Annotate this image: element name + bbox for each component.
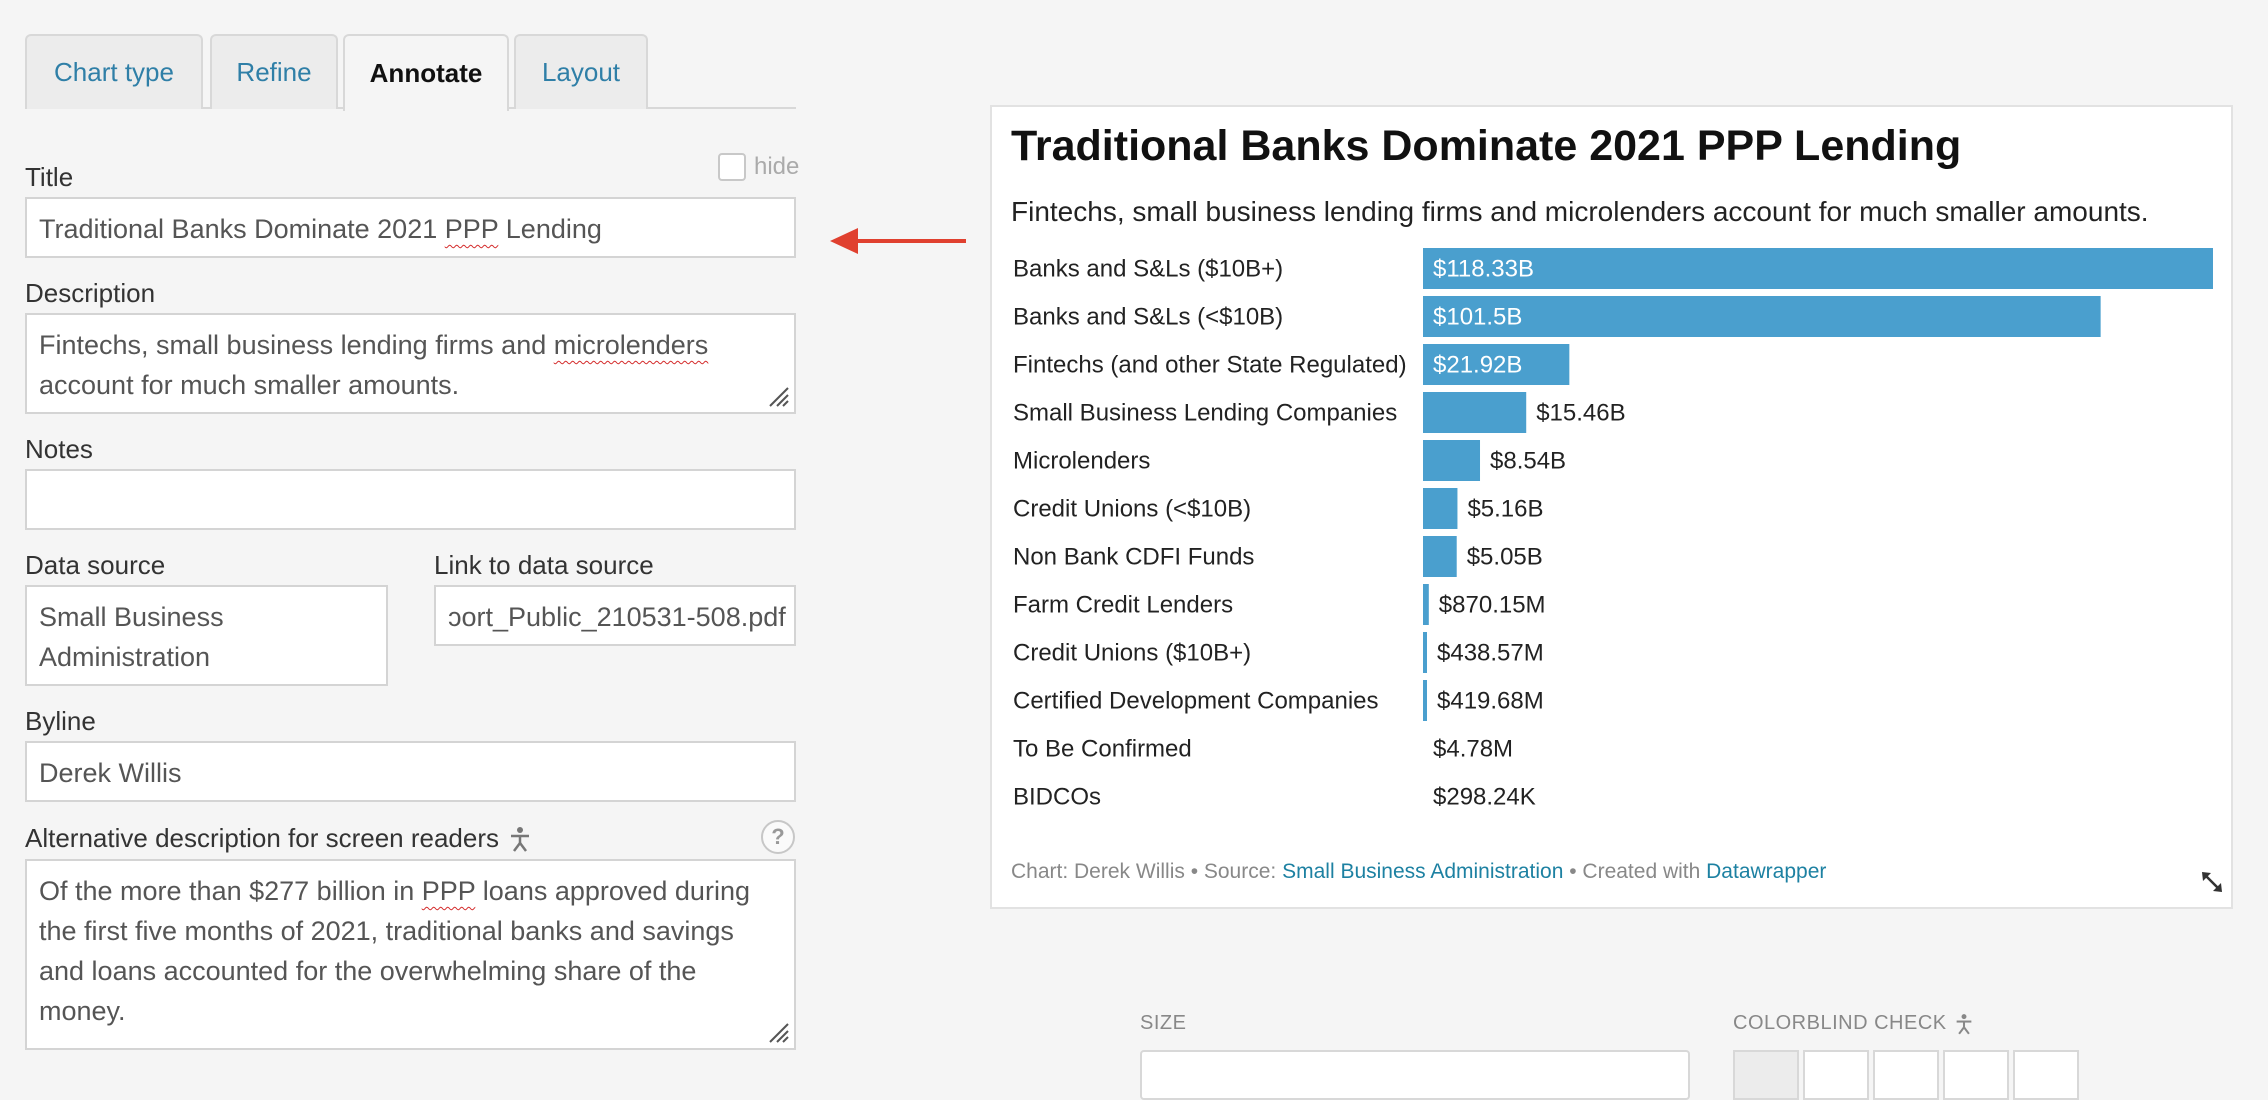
bar — [1423, 584, 1429, 625]
colorblind-tritanopia-button[interactable] — [1943, 1050, 2009, 1100]
size-controls[interactable] — [1140, 1050, 1690, 1100]
bar — [1423, 680, 1427, 721]
description-textarea[interactable]: Fintechs, small business lending firms a… — [25, 313, 796, 414]
accessibility-icon — [511, 826, 530, 852]
bar-category-label: Credit Unions ($10B+) — [1013, 640, 1251, 667]
help-icon[interactable]: ? — [761, 820, 795, 854]
pointer-arrow-icon — [830, 228, 966, 254]
footer-prefix: Chart: Derek Willis • Source: — [1011, 860, 1283, 883]
bar-chart: Banks and S&Ls ($10B+) $118.33B Banks and … — [1013, 248, 2213, 811]
bar — [1423, 536, 1457, 577]
description-label: Description — [25, 278, 156, 308]
alt-description-value: Of the more than $277 billion in PPP loa… — [39, 876, 750, 1026]
bar-category-label: Certified Development Companies — [1013, 688, 1379, 715]
title-input[interactable]: Traditional Banks Dominate 2021 PPP Lend… — [25, 197, 796, 258]
colorblind-grayscale-button[interactable] — [2013, 1050, 2079, 1100]
bar — [1423, 248, 2213, 289]
bar-value-label: $4.78M — [1433, 736, 1513, 763]
byline-label: Byline — [25, 706, 96, 736]
bar-value-label: $101.5B — [1433, 304, 1522, 331]
hide-title-toggle[interactable]: hide — [718, 153, 799, 181]
resize-grip-icon[interactable] — [768, 386, 790, 408]
bar-category-label: Credit Unions (<$10B) — [1013, 496, 1251, 523]
chart-footer: Chart: Derek Willis • Source: Small Busi… — [1011, 860, 1826, 884]
byline-input[interactable]: Derek Willis — [25, 741, 796, 802]
data-source-input[interactable]: Small Business Administration — [25, 585, 388, 686]
chart-preview — [990, 105, 2233, 909]
notes-label: Notes — [25, 434, 93, 464]
bar-value-label: $298.24K — [1433, 784, 1536, 811]
bar — [1423, 632, 1427, 673]
hide-checkbox[interactable] — [718, 153, 746, 181]
tab-annotate[interactable]: Annotate — [343, 34, 509, 111]
editor-tabs: Chart type Refine Annotate Layout — [25, 34, 796, 111]
byline-value: Derek Willis — [39, 758, 182, 788]
source-link[interactable]: Small Business Administration — [1282, 860, 1564, 883]
title-label: Title — [25, 162, 74, 192]
bar-value-label: $15.46B — [1536, 400, 1625, 427]
bar-value-label: $419.68M — [1437, 688, 1544, 715]
chart-title: Traditional Banks Dominate 2021 PPP Lend… — [1011, 122, 1962, 170]
data-source-value: Small Business Administration — [39, 602, 224, 672]
resize-grip-icon[interactable] — [768, 1022, 790, 1044]
accessibility-icon — [1956, 1013, 1971, 1034]
bar-value-label: $8.54B — [1490, 448, 1566, 475]
bar-category-label: Small Business Lending Companies — [1013, 400, 1397, 427]
datawrapper-link[interactable]: Datawrapper — [1706, 860, 1827, 883]
alt-description-label-wrap: Alternative description for screen reade… — [25, 823, 531, 854]
link-label: Link to data source — [434, 550, 654, 580]
bar-value-label: $870.15M — [1439, 592, 1546, 619]
colorblind-deuteranopia-button[interactable] — [1873, 1050, 1939, 1100]
expand-icon[interactable] — [2200, 870, 2224, 894]
size-label: SIZE — [1140, 1012, 1187, 1034]
bar-category-label: Banks and S&Ls ($10B+) — [1013, 256, 1283, 283]
bar-category-label: Non Bank CDFI Funds — [1013, 544, 1254, 571]
description-value: Fintechs, small business lending firms a… — [39, 330, 709, 400]
link-input[interactable]: ɔort_Public_210531-508.pdf — [434, 585, 796, 646]
alt-description-textarea[interactable]: Of the more than $277 billion in PPP loa… — [25, 859, 796, 1050]
title-input-value: Traditional Banks Dominate 2021 PPP Lend… — [39, 214, 602, 244]
bar — [1423, 392, 1527, 433]
footer-middle: • Created with — [1563, 860, 1707, 883]
bar-category-label: BIDCOs — [1013, 784, 1101, 811]
tab-chart-type[interactable]: Chart type — [25, 34, 203, 109]
colorblind-protanopia-button[interactable] — [1803, 1050, 1869, 1100]
data-source-label: Data source — [25, 550, 166, 580]
bar-category-label: Banks and S&Ls (<$10B) — [1013, 304, 1283, 331]
bar — [1423, 344, 1570, 385]
bar-value-label: $5.05B — [1467, 544, 1543, 571]
bar — [1423, 440, 1481, 481]
chart-description: Fintechs, small business lending firms a… — [1011, 196, 2149, 227]
bar-value-label: $438.57M — [1437, 640, 1544, 667]
tab-refine[interactable]: Refine — [210, 34, 338, 109]
bar-category-label: To Be Confirmed — [1013, 736, 1192, 763]
bar — [1423, 488, 1458, 529]
colorblind-normal-button[interactable] — [1733, 1050, 1799, 1100]
notes-input[interactable] — [25, 469, 796, 530]
hide-label: hide — [754, 153, 800, 180]
bar-category-label: Fintechs (and other State Regulated) — [1013, 352, 1407, 379]
bar — [1423, 296, 2101, 337]
bar-category-label: Farm Credit Lenders — [1013, 592, 1233, 619]
bar-value-label: $21.92B — [1433, 352, 1522, 379]
bar-value-label: $5.16B — [1467, 496, 1543, 523]
bar-value-label: $118.33B — [1433, 256, 1534, 283]
colorblind-label: COLORBLIND CHECK — [1733, 1012, 1947, 1034]
bar-category-label: Microlenders — [1013, 448, 1150, 475]
alt-description-label: Alternative description for screen reade… — [25, 823, 500, 853]
colorblind-label-wrap: COLORBLIND CHECK — [1733, 1012, 1973, 1035]
link-value: ɔort_Public_210531-508.pdf — [448, 602, 786, 632]
tab-layout[interactable]: Layout — [514, 34, 648, 109]
